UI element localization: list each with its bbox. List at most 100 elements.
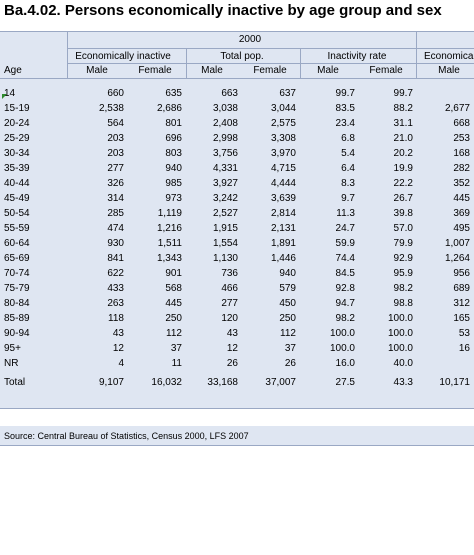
table-row: 40-44 326 985 3,927 4,444 8.3 22.2 352 bbox=[0, 176, 474, 191]
table-cell: 2,131 bbox=[270, 223, 296, 234]
row-age-label: 45-49 bbox=[4, 193, 30, 204]
table-cell: 16,032 bbox=[151, 377, 182, 388]
column-divider bbox=[300, 49, 301, 79]
table-cell: 4,715 bbox=[270, 163, 296, 174]
table-cell: 660 bbox=[107, 88, 124, 99]
table-cell: 1,915 bbox=[212, 223, 238, 234]
table-cell: 940 bbox=[279, 268, 296, 279]
table-cell: 466 bbox=[221, 283, 238, 294]
table-cell: 901 bbox=[165, 268, 182, 279]
header-male: Male bbox=[86, 65, 108, 76]
header-divider bbox=[67, 48, 474, 49]
table-row: 65-69 841 1,343 1,130 1,446 74.4 92.9 1,264 bbox=[0, 251, 474, 266]
row-age-label: 85-89 bbox=[4, 313, 30, 324]
table-cell: 40.0 bbox=[393, 358, 413, 369]
table-cell: 1,891 bbox=[270, 238, 296, 249]
table-cell: 433 bbox=[107, 283, 124, 294]
header-male: Male bbox=[201, 65, 223, 76]
header-group-economically-inactive: Economically inactive bbox=[75, 51, 171, 62]
table-cell: 100.0 bbox=[387, 328, 413, 339]
table-cell: 118 bbox=[108, 313, 124, 324]
row-age-label: 30-34 bbox=[4, 148, 30, 159]
table-cell: 99.7 bbox=[335, 88, 355, 99]
table-cell: 12 bbox=[226, 343, 238, 354]
table-row: 60-64 930 1,511 1,554 1,891 59.9 79.9 1,007 bbox=[0, 236, 474, 251]
table-cell: 2,686 bbox=[156, 103, 182, 114]
table-cell: 9,107 bbox=[98, 377, 124, 388]
row-age-label: 20-24 bbox=[4, 118, 30, 129]
table-row: 14 660 635 663 637 99.7 99.7 bbox=[0, 86, 474, 101]
table-cell: 663 bbox=[221, 88, 238, 99]
table-row: 80-84 263 445 277 450 94.7 98.8 312 bbox=[0, 296, 474, 311]
table-cell: 6.8 bbox=[341, 133, 355, 144]
table-cell: 100.0 bbox=[387, 343, 413, 354]
table-cell: 53 bbox=[458, 328, 470, 339]
table-cell: 99.7 bbox=[393, 88, 413, 99]
table-cell: 579 bbox=[279, 283, 296, 294]
table-row: 55-59 474 1,216 1,915 2,131 24.7 57.0 495 bbox=[0, 221, 474, 236]
table-row: NR 4 11 26 26 16.0 40.0 bbox=[0, 356, 474, 371]
table-cell: 31.1 bbox=[393, 118, 413, 129]
table-cell: 57.0 bbox=[393, 223, 413, 234]
row-age-label: 65-69 bbox=[4, 253, 30, 264]
total-row: Total 9,107 16,032 33,168 37,007 27.5 43.3 10,1… bbox=[0, 375, 474, 390]
table-row: 70-74 622 901 736 940 84.5 95.9 956 bbox=[0, 266, 474, 281]
table-cell: 4,331 bbox=[212, 163, 238, 174]
row-age-label: 25-29 bbox=[4, 133, 30, 144]
row-age-label: 60-64 bbox=[4, 238, 30, 249]
table-cell: 43.3 bbox=[393, 377, 413, 388]
table-cell: 314 bbox=[107, 193, 124, 204]
table-cell: 1,511 bbox=[157, 238, 182, 249]
table-cell: 1,343 bbox=[156, 253, 182, 264]
header-male: Male bbox=[438, 65, 460, 76]
table-cell: 4 bbox=[118, 358, 124, 369]
table-cell: 37 bbox=[170, 343, 182, 354]
table-cell: 3,308 bbox=[270, 133, 296, 144]
table-row: 90-94 43 112 43 112 100.0 100.0 53 bbox=[0, 326, 474, 341]
table-cell: 92.9 bbox=[393, 253, 413, 264]
table-cell: 277 bbox=[107, 163, 124, 174]
header-group-total-pop: Total pop. bbox=[220, 51, 264, 62]
table-cell: 841 bbox=[107, 253, 124, 264]
table-cell: 3,756 bbox=[212, 148, 238, 159]
table-cell: 203 bbox=[107, 133, 124, 144]
table-cell: 98.2 bbox=[335, 313, 355, 324]
table-cell: 450 bbox=[279, 298, 296, 309]
table-row: 85-89 118 250 120 250 98.2 100.0 165 bbox=[0, 311, 474, 326]
table-cell: 94.7 bbox=[335, 298, 355, 309]
table-cell: 564 bbox=[107, 118, 124, 129]
table-cell: 250 bbox=[279, 313, 296, 324]
table-cell: 100.0 bbox=[329, 343, 355, 354]
column-divider bbox=[67, 32, 68, 79]
table-cell: 326 bbox=[107, 178, 124, 189]
table-row: 15-19 2,538 2,686 3,038 3,044 83.5 88.2 2,677 bbox=[0, 101, 474, 116]
table-cell: 95.9 bbox=[393, 268, 413, 279]
table-cell: 445 bbox=[165, 298, 182, 309]
table-cell: 930 bbox=[107, 238, 124, 249]
table-cell: 100.0 bbox=[387, 313, 413, 324]
table-cell: 16 bbox=[458, 343, 470, 354]
table-cell: 24.7 bbox=[335, 223, 355, 234]
table-cell: 27.5 bbox=[335, 377, 355, 388]
table-row: 95+ 12 37 12 37 100.0 100.0 16 bbox=[0, 341, 474, 356]
table-cell: 23.4 bbox=[335, 118, 355, 129]
table-row: 50-54 285 1,119 2,527 2,814 11.3 39.8 369 bbox=[0, 206, 474, 221]
table-cell: 100.0 bbox=[329, 328, 355, 339]
row-age-label: 90-94 bbox=[4, 328, 30, 339]
table-cell: 98.2 bbox=[393, 283, 413, 294]
table-cell: 2,408 bbox=[212, 118, 238, 129]
table-cell: 803 bbox=[165, 148, 182, 159]
table-cell: 635 bbox=[165, 88, 182, 99]
table-cell: 92.8 bbox=[335, 283, 355, 294]
table-cell: 11 bbox=[171, 358, 182, 369]
table-cell: 495 bbox=[453, 223, 470, 234]
table-cell: 445 bbox=[453, 193, 470, 204]
table-row: 75-79 433 568 466 579 92.8 98.2 689 bbox=[0, 281, 474, 296]
table-cell: 2,814 bbox=[270, 208, 296, 219]
table-cell: 622 bbox=[107, 268, 124, 279]
header-female: Female bbox=[138, 65, 172, 76]
header-male: Male bbox=[317, 65, 339, 76]
header-female: Female bbox=[369, 65, 403, 76]
table-cell: 84.5 bbox=[335, 268, 355, 279]
table-cell: 474 bbox=[107, 223, 124, 234]
